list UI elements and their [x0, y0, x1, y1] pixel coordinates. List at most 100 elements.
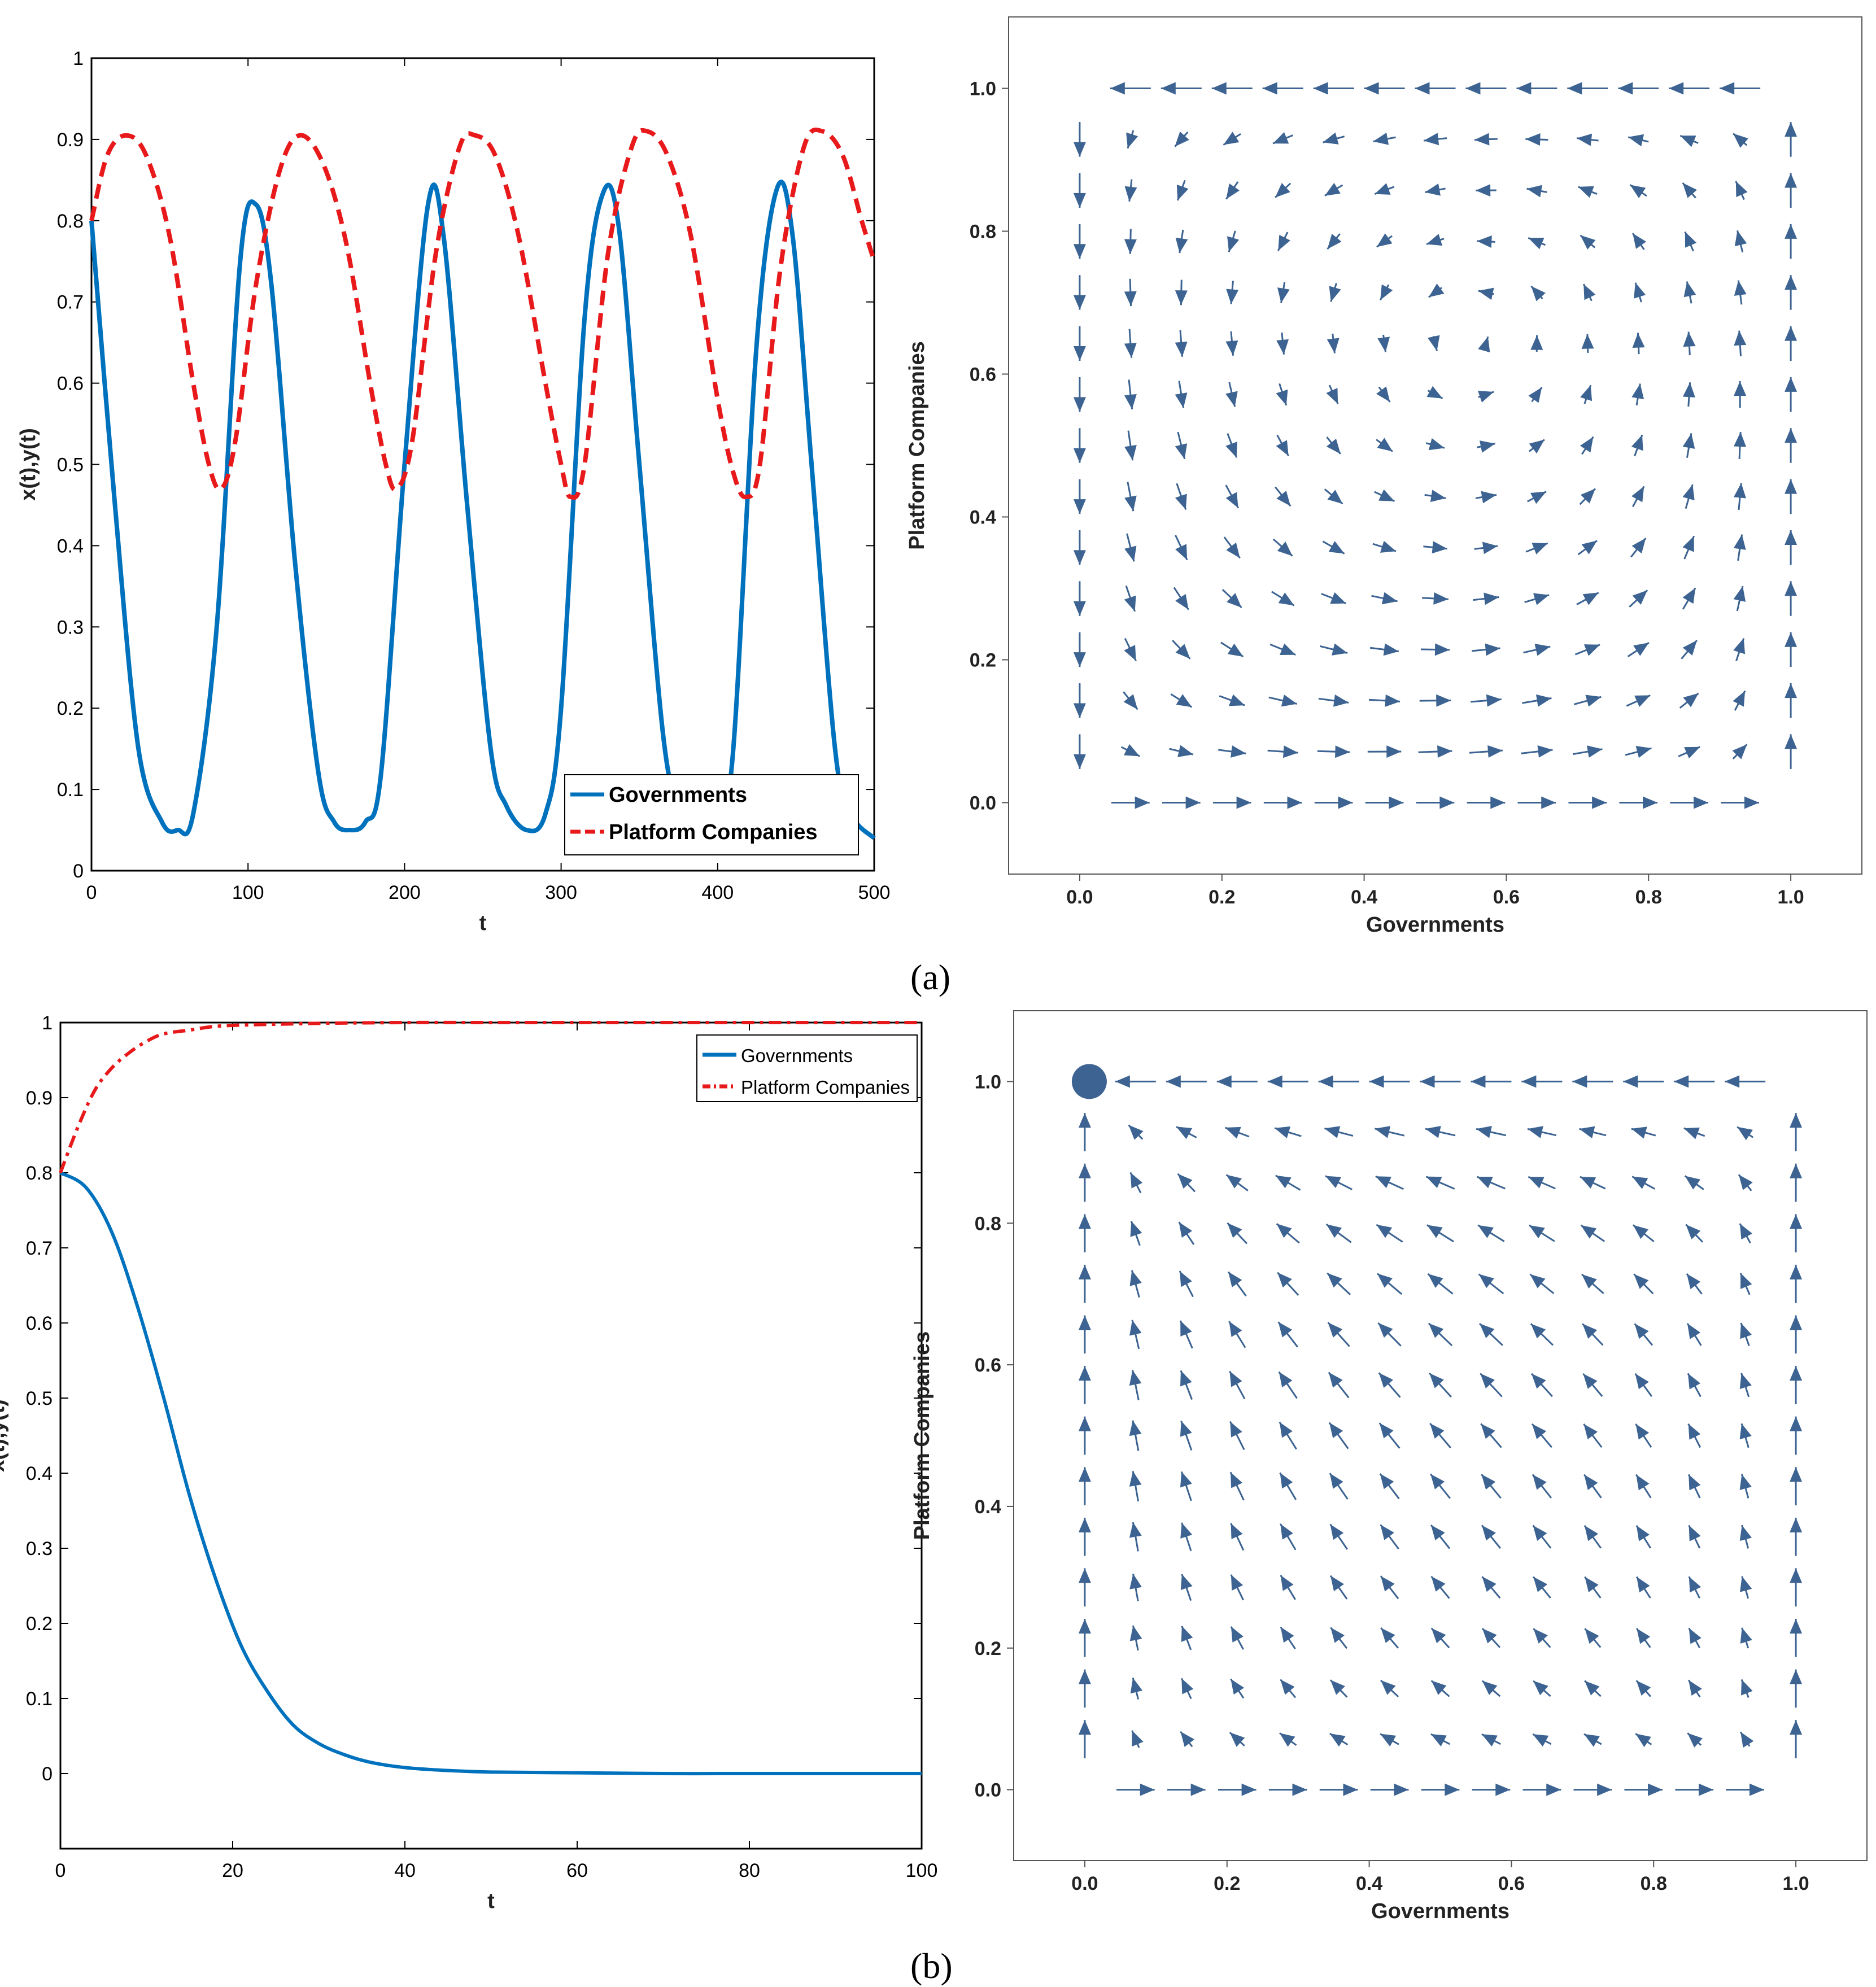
x-tick-label: 1.0: [1782, 1873, 1809, 1894]
field-arrow-head: [1537, 745, 1553, 758]
field-arrow-head: [1634, 1274, 1649, 1289]
field-arrow-head: [1175, 131, 1189, 147]
field-arrow-head: [1328, 1322, 1343, 1338]
field-arrow-head: [1377, 438, 1393, 452]
field-arrow-head: [1530, 1324, 1546, 1339]
field-arrow-head: [1329, 1473, 1343, 1489]
field-arrow-head: [1734, 330, 1747, 346]
field-arrow-head: [1378, 1322, 1393, 1338]
x-tick-label: 0.8: [1641, 1873, 1667, 1894]
field-arrow-head: [1682, 536, 1694, 552]
field-arrow-head: [1378, 1373, 1394, 1388]
field-arrow-head: [1739, 1373, 1752, 1389]
field-arrow-head: [1479, 440, 1495, 453]
field-arrow-head: [1689, 1474, 1701, 1491]
field-arrow-head: [1160, 82, 1176, 95]
field-arrow-head: [1330, 1575, 1344, 1592]
field-arrow-head: [1531, 286, 1546, 302]
field-arrow-head: [1181, 1678, 1194, 1695]
field-arrow-head: [1330, 592, 1346, 604]
field-arrow-head: [1584, 1525, 1599, 1541]
field-arrow-head: [1530, 491, 1547, 504]
field-arrow-head: [1586, 745, 1603, 758]
field-arrow-head: [1699, 1783, 1714, 1796]
field-arrow-head: [1383, 643, 1399, 656]
field-arrow-head: [1326, 388, 1338, 404]
y-tick-label: 0.6: [970, 364, 996, 386]
field-arrow-head: [1325, 1176, 1342, 1189]
field-arrow-head: [1330, 1524, 1344, 1540]
field-arrow-head: [1262, 82, 1277, 95]
field-arrow-head: [1580, 436, 1594, 453]
field-arrow-head: [1276, 339, 1289, 355]
field-arrow-head: [1229, 1321, 1242, 1337]
field-arrow-head: [1129, 1420, 1142, 1436]
y-tick-label: 0: [42, 1763, 53, 1785]
field-arrow-head: [1531, 1373, 1546, 1389]
field-arrow-head: [1436, 694, 1451, 707]
field-arrow-head: [1785, 224, 1798, 239]
field-arrow-head: [1329, 286, 1341, 302]
field-arrow-head: [1226, 542, 1240, 558]
field-arrow-head: [1482, 1628, 1497, 1644]
field-arrow-head: [1176, 694, 1192, 708]
caption-b: (b): [910, 1946, 953, 1986]
field-arrow-head: [1790, 1618, 1803, 1634]
field-arrow-head: [1737, 1126, 1753, 1141]
field-arrow-head: [1230, 1421, 1242, 1438]
field-arrow-head: [1279, 1422, 1293, 1438]
field-arrow-head: [1790, 1264, 1803, 1279]
field-arrow-head: [1585, 695, 1602, 707]
field-arrow-head: [1577, 133, 1593, 146]
field-arrow-head: [1481, 1474, 1496, 1490]
field-arrow-head: [1326, 1224, 1342, 1238]
field-arrow-head: [1278, 592, 1294, 606]
field-arrow-head: [1528, 1126, 1543, 1138]
legend: Governments Platform Companies: [564, 774, 859, 855]
field-arrow-head: [1078, 1315, 1091, 1330]
field-arrow-head: [1582, 592, 1599, 605]
field-arrow-head: [1376, 1224, 1393, 1238]
field-arrow-head: [1632, 1176, 1648, 1189]
field-arrow-head: [1377, 337, 1390, 352]
x-tick-label: 0.2: [1209, 886, 1235, 908]
field-arrow-head: [1790, 1568, 1803, 1583]
field-arrow-head: [1674, 1075, 1689, 1088]
caption-a: (a): [910, 957, 950, 997]
field-arrow-head: [1785, 173, 1798, 188]
field-arrow-head: [1278, 234, 1290, 251]
field-arrow-head: [1428, 1274, 1443, 1288]
field-arrow-head: [1687, 1323, 1701, 1339]
field-arrow-head: [1533, 1734, 1549, 1747]
field-arrow-head: [1227, 593, 1242, 608]
field-arrow-head: [1532, 543, 1548, 554]
field-arrow-head: [1790, 1416, 1803, 1431]
field-arrow-head: [1273, 132, 1289, 144]
field-arrow-head: [1329, 1733, 1346, 1747]
field-arrow-head: [1733, 483, 1746, 499]
field-arrow-head: [1129, 1370, 1142, 1386]
field-arrow-head: [1329, 1422, 1343, 1438]
field-arrow-head: [1430, 1734, 1447, 1746]
field-arrow-head: [1124, 186, 1137, 202]
field-arrow-head: [1231, 1523, 1243, 1539]
field-arrow-head: [1073, 550, 1086, 565]
field-arrow-head: [1739, 1525, 1752, 1541]
y-tick-label: 1.0: [970, 78, 996, 100]
field-arrow-head: [1175, 290, 1188, 305]
field-arrow-head: [1528, 238, 1545, 250]
field-arrow-head: [1733, 586, 1746, 602]
x-tick-label: 0.6: [1493, 886, 1520, 908]
field-arrow-head: [1124, 744, 1140, 757]
field-arrow-head: [1734, 230, 1747, 247]
field-arrow-head: [1428, 335, 1440, 351]
field-arrow-head: [1583, 1423, 1598, 1440]
field-arrow-head: [1733, 691, 1746, 707]
field-arrow-head: [1385, 694, 1401, 707]
field-arrow-head: [1380, 284, 1393, 300]
field-arrow-head: [1281, 694, 1297, 707]
field-arrow-head: [1225, 442, 1237, 458]
field-arrow-head: [1228, 1272, 1242, 1287]
field-arrow-head: [1688, 1423, 1701, 1440]
field-arrow-head: [1631, 538, 1646, 554]
